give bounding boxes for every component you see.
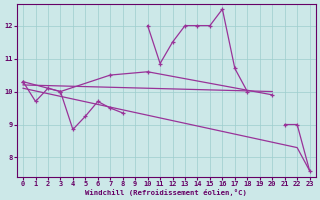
X-axis label: Windchill (Refroidissement éolien,°C): Windchill (Refroidissement éolien,°C): [85, 189, 247, 196]
